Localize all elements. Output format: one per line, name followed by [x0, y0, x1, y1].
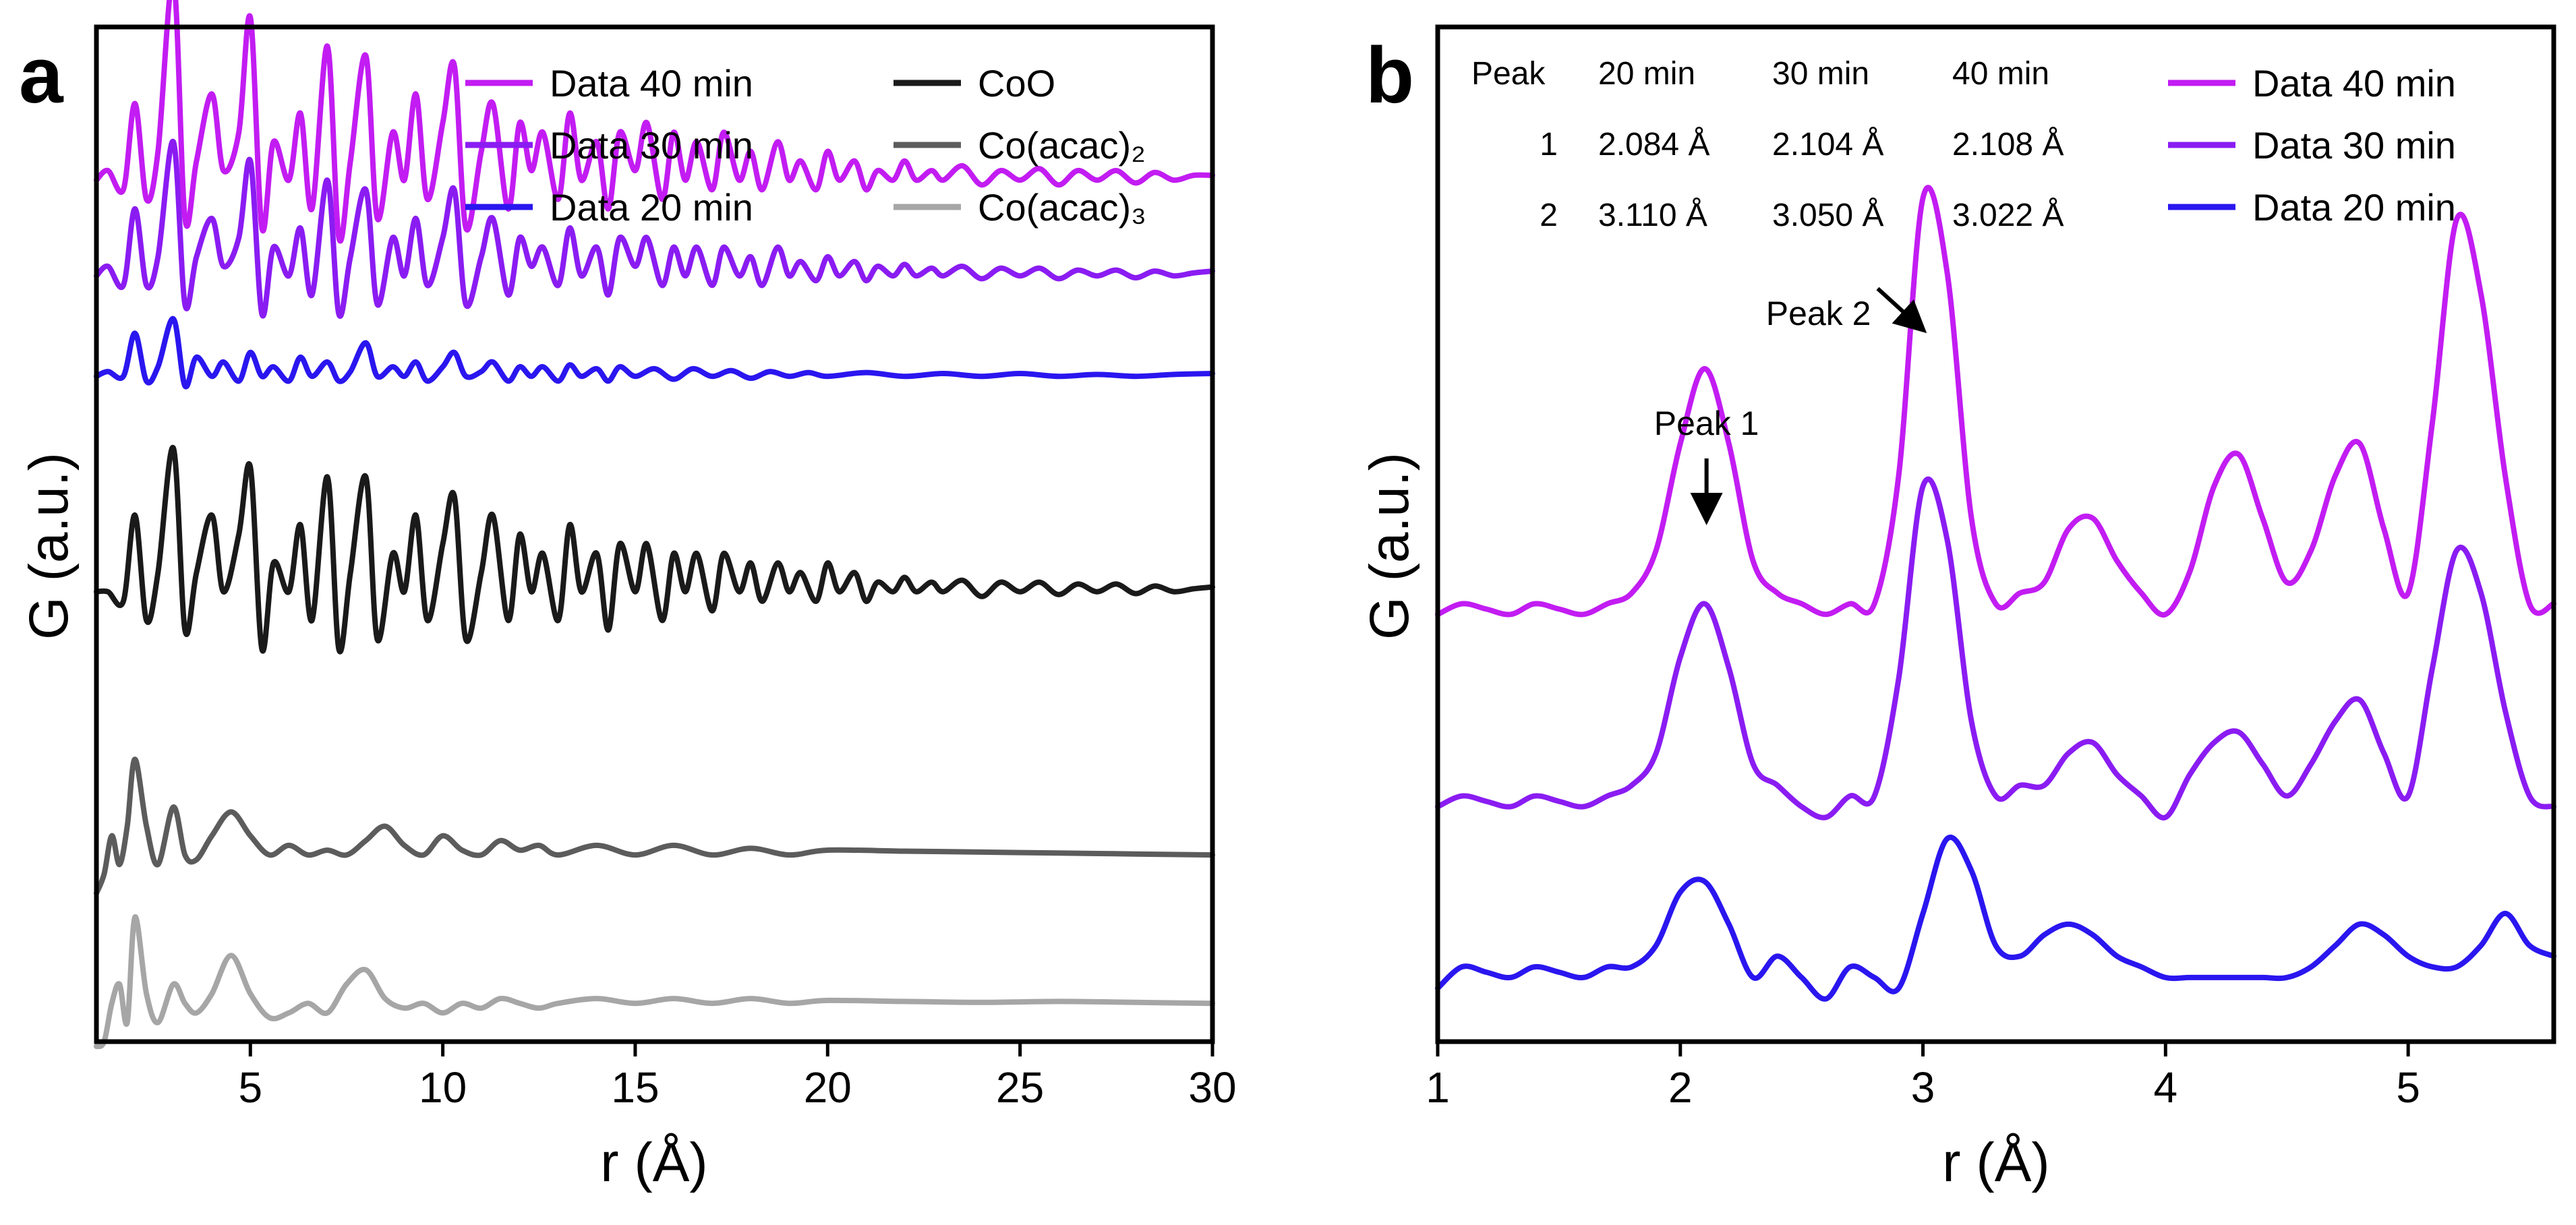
panel-b-series [1435, 185, 2556, 1002]
series-line-data-20-min [1435, 835, 2556, 1002]
series-line-data-30-min [1435, 476, 2556, 820]
series-line-data-20-min [94, 316, 1215, 390]
panel-b: b 1 2 3 4 5 r (Å) G (a.u.) Data 40 min Data 3… [1359, 24, 2556, 1193]
panel-a-series [94, 0, 1215, 1050]
panel-a: a 5 10 15 20 25 30 r (Å) G (a.u.) Data 40 min… [18, 0, 1237, 1193]
x-tick-label: 20 [804, 1063, 852, 1112]
x-tick-label: 1 [1426, 1063, 1450, 1112]
table-cell: 3.050 Å [1772, 198, 1883, 233]
legend-label: CoO [978, 62, 1055, 104]
table-cell: 1 [1540, 127, 1558, 162]
panel-a-legend: Data 40 min Data 30 min Data 20 min CoO Co(a… [465, 62, 1146, 229]
x-tick-label: 10 [419, 1063, 467, 1112]
panel-a-xlabel: r (Å) [600, 1132, 707, 1193]
x-tick-label: 15 [611, 1063, 659, 1112]
table-header: 40 min [1952, 56, 2049, 92]
panel-a-frame [94, 24, 1215, 1044]
series-line-co-acac- [94, 914, 1215, 1050]
table-cell: 2 [1540, 198, 1558, 233]
legend-label: Data 30 min [2252, 124, 2456, 167]
legend-label: Co(acac)₃ [978, 186, 1146, 229]
series-line-data-40-min [1435, 185, 2556, 618]
table-cell: 3.022 Å [1952, 198, 2063, 233]
table-header: Peak [1471, 56, 1546, 92]
series-line-data-30-min [94, 139, 1215, 319]
legend-label: Co(acac)₂ [978, 124, 1146, 167]
peak-annotations: Peak 1 Peak 2 [1654, 287, 1927, 525]
legend-label: Data 20 min [550, 186, 753, 229]
table-cell: 3.110 Å [1598, 198, 1707, 233]
panel-letter-a: a [19, 31, 64, 120]
series-line-data-40-min [94, 0, 1215, 244]
x-tick-label: 5 [238, 1063, 262, 1112]
peak-table: Peak 20 min 30 min 40 min 1 2.084 Å 2.104 Å 2.1… [1471, 56, 2063, 233]
table-cell: 2.084 Å [1598, 127, 1709, 162]
panel-b-frame [1435, 24, 2556, 1044]
panel-b-legend: Data 40 min Data 30 min Data 20 min [2168, 62, 2456, 229]
x-tick-label: 30 [1188, 1063, 1236, 1112]
series-line-coo [94, 445, 1215, 655]
panel-a-ylabel: G (a.u.) [18, 452, 80, 640]
peak-1-label: Peak 1 [1654, 405, 1759, 442]
legend-label: Data 20 min [2252, 186, 2456, 229]
table-header: 20 min [1598, 56, 1695, 92]
table-header: 30 min [1772, 56, 1869, 92]
table-cell: 2.104 Å [1772, 127, 1883, 162]
x-tick-label: 3 [1911, 1063, 1935, 1112]
panel-letter-b: b [1366, 31, 1414, 120]
panel-b-xlabel: r (Å) [1942, 1132, 2049, 1193]
legend-label: Data 40 min [550, 62, 753, 104]
table-cell: 2.108 Å [1952, 127, 2063, 162]
panel-b-x-ticks: 1 2 3 4 5 [1426, 1042, 2420, 1112]
panel-b-ylabel: G (a.u.) [1359, 452, 1420, 640]
peak-2-label: Peak 2 [1766, 295, 1871, 332]
legend-label: Data 40 min [2252, 62, 2456, 104]
x-tick-label: 4 [2154, 1063, 2178, 1112]
x-tick-label: 5 [2396, 1063, 2420, 1112]
legend-label: Data 30 min [550, 124, 753, 167]
panel-a-x-ticks: 5 10 15 20 25 30 [238, 1042, 1237, 1112]
peak-2-arrow [1876, 287, 1927, 334]
x-tick-label: 2 [1668, 1063, 1693, 1112]
x-tick-label: 25 [996, 1063, 1044, 1112]
series-line-co-acac- [94, 756, 1215, 896]
